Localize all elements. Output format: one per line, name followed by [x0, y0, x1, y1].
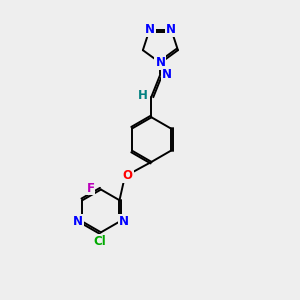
- Text: N: N: [162, 68, 172, 81]
- Text: Cl: Cl: [93, 235, 106, 248]
- Text: N: N: [166, 23, 176, 36]
- Text: N: N: [155, 56, 165, 69]
- Text: N: N: [145, 23, 154, 36]
- Text: H: H: [138, 88, 148, 101]
- Text: N: N: [73, 215, 83, 228]
- Text: N: N: [119, 215, 129, 228]
- Text: O: O: [123, 169, 133, 182]
- Text: F: F: [87, 182, 94, 194]
